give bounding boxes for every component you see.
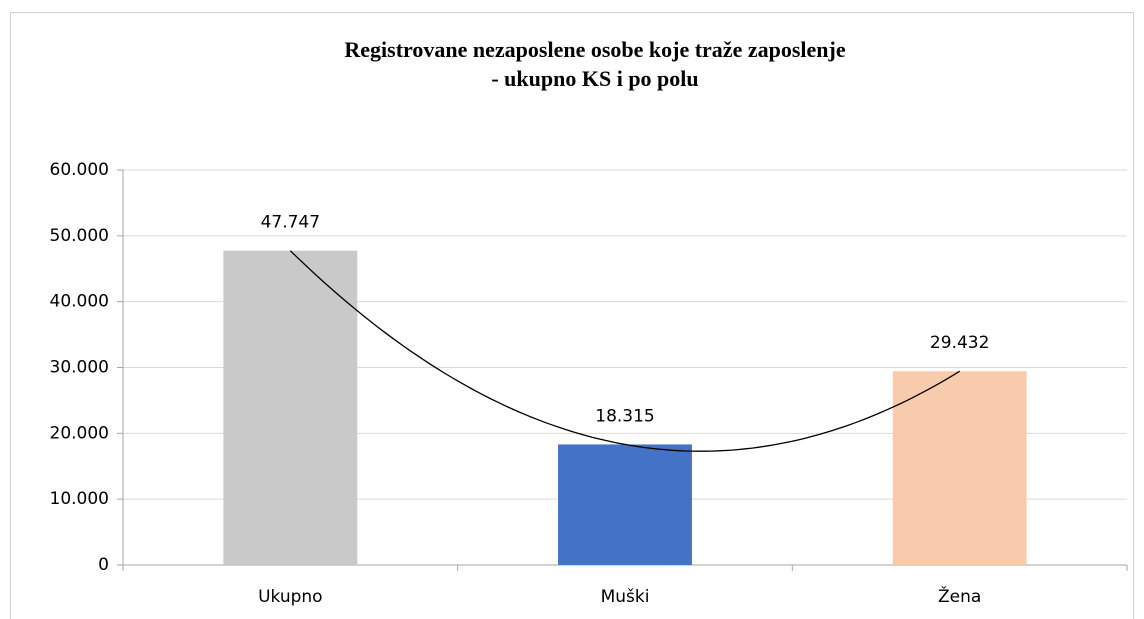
chart-title: Registrovane nezaposlene osobe koje traž…: [344, 37, 845, 62]
bar: [892, 371, 1027, 565]
x-tick-label: Muški: [601, 587, 650, 607]
data-label: 47.747: [261, 213, 320, 233]
data-label: 18.315: [595, 406, 654, 426]
y-tick-label: 0: [98, 555, 109, 575]
chart-title: - ukupno KS i po polu: [491, 66, 698, 91]
data-label: 29.432: [930, 333, 989, 353]
y-tick-label: 50.000: [50, 226, 109, 246]
x-tick-label: Žena: [938, 585, 981, 607]
bar: [558, 444, 692, 565]
x-tick-label: Ukupno: [258, 587, 323, 607]
y-tick-label: 30.000: [50, 358, 109, 378]
y-tick-label: 20.000: [50, 423, 109, 443]
bar: [223, 250, 358, 565]
y-tick-label: 60.000: [50, 160, 109, 180]
y-tick-label: 40.000: [50, 292, 109, 312]
y-tick-label: 10.000: [50, 489, 109, 509]
trendline: [289, 250, 961, 452]
